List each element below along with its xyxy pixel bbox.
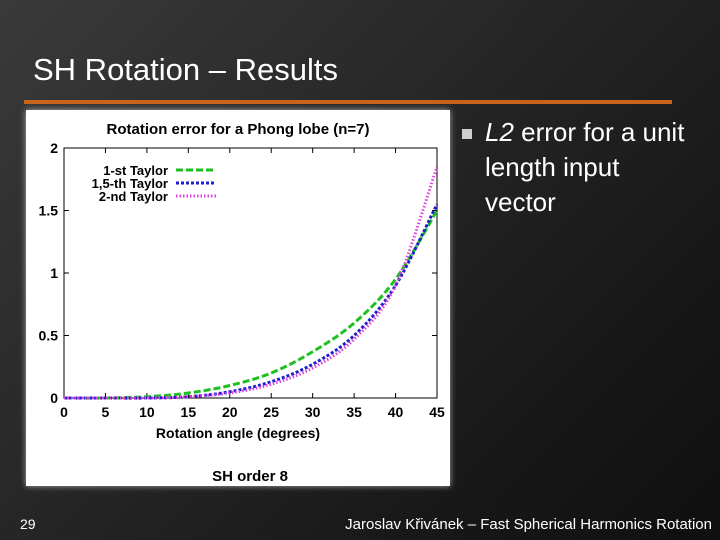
title-underline: [24, 100, 672, 104]
x-tick-label: 40: [388, 404, 404, 420]
x-tick-label: 0: [60, 404, 68, 420]
legend-label: 1-st Taylor: [103, 163, 168, 178]
series-line: [64, 166, 439, 400]
x-tick-label: 45: [429, 404, 445, 420]
bullet-text-rest: error for a unit length input vector: [485, 117, 685, 217]
x-tick-label: 20: [222, 404, 238, 420]
x-tick-label: 15: [181, 404, 197, 420]
line-chart: Rotation error for a Phong lobe (n=7) 0 5…: [39, 121, 445, 485]
x-axis-label: Rotation angle (degrees): [156, 425, 320, 441]
chart-image: Rotation error for a Phong lobe (n=7) 0 5…: [26, 110, 450, 486]
slide-title: SH Rotation – Results: [33, 52, 338, 87]
footer-text: Jaroslav Křivánek – Fast Spherical Harmo…: [345, 516, 712, 533]
chart-caption: SH order 8: [212, 468, 288, 485]
x-tick-label: 5: [102, 404, 110, 420]
y-tick-label: 1: [50, 265, 58, 281]
y-tick-label: 2: [50, 140, 58, 156]
x-tick-label: 25: [263, 404, 279, 420]
bullet-item: L2 error for a unit length input vector: [485, 115, 685, 220]
bullet-square-icon: [462, 129, 472, 139]
y-tick-label: 1.5: [39, 203, 59, 219]
x-tick-label: 35: [346, 404, 362, 420]
y-tick-label: 0.5: [39, 328, 59, 344]
x-tick-label: 30: [305, 404, 321, 420]
series-line: [64, 203, 439, 400]
bullet-emphasis: L2: [485, 117, 514, 147]
axis-ticks: 0 5 10 15 20 25 30 35 40 45 0 0.5 1 1.5 2: [39, 140, 445, 420]
legend-label: 1,5-th Taylor: [92, 176, 168, 191]
slide-number: 29: [20, 516, 36, 532]
chart-title: Rotation error for a Phong lobe (n=7): [107, 121, 370, 138]
series-lines: [63, 166, 439, 400]
x-tick-label: 10: [139, 404, 155, 420]
y-tick-label: 0: [50, 390, 58, 406]
legend-label: 2-nd Taylor: [99, 189, 168, 204]
